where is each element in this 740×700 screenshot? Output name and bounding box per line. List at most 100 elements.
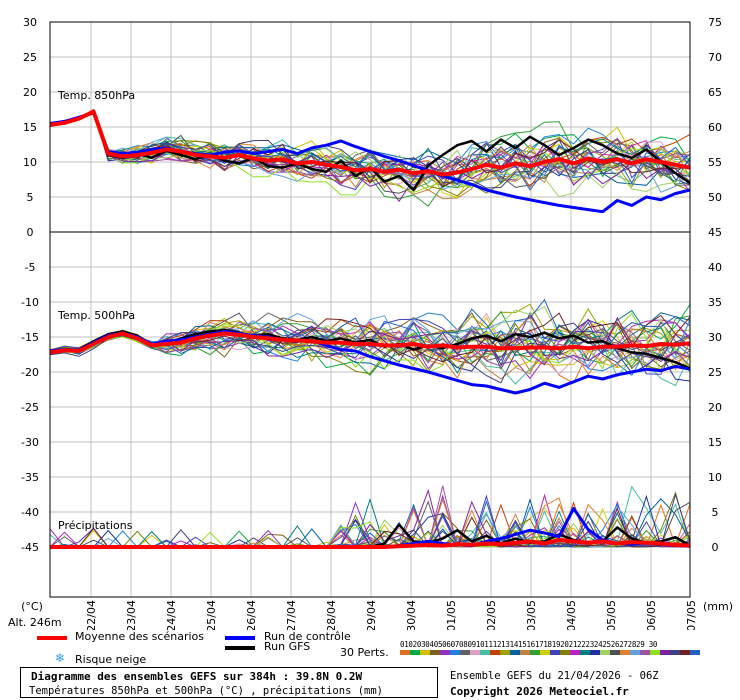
lower-right-tick-label: 25 <box>708 366 722 379</box>
perturbation-swatch <box>430 650 440 655</box>
perturbation-swatch <box>540 650 550 655</box>
chart-subtitle: Températures 850hPa et 500hPa (°C) , pré… <box>29 685 384 697</box>
perturbation-swatch <box>410 650 420 655</box>
perturbation-swatch <box>590 650 600 655</box>
right-unit-label: (mm) <box>703 600 733 613</box>
x-date-label: 24/04 <box>165 600 178 630</box>
upper-right-tick-label: 55 <box>708 156 722 169</box>
upper-right-tick-label: 70 <box>708 51 722 64</box>
perturbation-swatch <box>690 650 700 655</box>
perturbation-swatch <box>480 650 490 655</box>
perturbation-swatch <box>650 650 660 655</box>
info-box: Diagramme des ensembles GEFS sur 384h : … <box>20 667 438 698</box>
perturbation-swatch <box>440 650 450 655</box>
perturbation-swatch <box>470 650 480 655</box>
upper-left-tick-label: 15 <box>23 121 37 134</box>
member-850-line <box>49 110 690 188</box>
upper-right-tick-label: 45 <box>708 226 722 239</box>
lower-right-tick-label: 0 <box>712 541 719 554</box>
perturbation-swatch <box>560 650 570 655</box>
x-date-label: 07/05 <box>685 600 698 630</box>
perturbation-swatch <box>580 650 590 655</box>
lower-left-tick-label: -15 <box>21 331 39 344</box>
legend-mean-swatch <box>37 636 67 640</box>
mean-500-line <box>49 331 691 355</box>
x-date-label: 23/04 <box>125 600 138 630</box>
lower-panel-label: Temp. 500hPa <box>57 309 135 322</box>
upper-left-tick-label: 10 <box>23 156 37 169</box>
x-date-label: 27/04 <box>285 600 298 630</box>
upper-left-tick-label: 20 <box>23 86 37 99</box>
upper-left-tick-label: 30 <box>23 16 37 29</box>
x-date-label: 25/04 <box>205 600 218 630</box>
x-date-label: 22/04 <box>85 600 98 630</box>
perturbation-swatch <box>610 650 620 655</box>
legend-gfs-label: Run GFS <box>264 640 311 653</box>
x-date-label: 28/04 <box>325 600 338 630</box>
perturbations-label: 30 Perts. <box>340 646 389 659</box>
legend-gfs-swatch <box>225 646 255 650</box>
perturbation-swatch <box>620 650 630 655</box>
upper-left-tick-label: 0 <box>27 226 34 239</box>
perturbation-swatch <box>680 650 690 655</box>
mean-850-line <box>49 109 691 177</box>
lower-right-tick-label: 30 <box>708 331 722 344</box>
x-date-label: 26/04 <box>245 600 258 630</box>
perturbation-swatch <box>570 650 580 655</box>
mean-precip-line <box>50 538 691 549</box>
perturbation-swatch <box>640 650 650 655</box>
x-date-label: 06/05 <box>645 600 658 630</box>
perturbation-swatch <box>420 650 430 655</box>
lower-left-tick-label: -5 <box>25 261 36 274</box>
perturbation-swatch <box>520 650 530 655</box>
upper-left-tick-label: 5 <box>27 191 34 204</box>
left-unit-label: (°C) <box>21 600 43 613</box>
chart-title: Diagramme des ensembles GEFS sur 384h : … <box>31 670 363 683</box>
perturbation-swatch <box>460 650 470 655</box>
perturbation-swatch <box>530 650 540 655</box>
lower-right-tick-label: 35 <box>708 296 722 309</box>
x-date-label: 29/04 <box>365 600 378 630</box>
ensemble-run-info: Ensemble GEFS du 21/04/2026 - 06Z <box>450 670 659 682</box>
x-date-label: 01/05 <box>445 600 458 630</box>
member-850-line <box>49 111 691 203</box>
lower-right-tick-label: 5 <box>712 506 719 519</box>
lower-right-tick-label: 20 <box>708 401 722 414</box>
lower-left-tick-label: -40 <box>21 506 39 519</box>
perturbation-swatch <box>400 650 410 655</box>
perturbation-swatch <box>600 650 610 655</box>
snowflake-icon: ❄ <box>55 651 66 665</box>
upper-left-tick-label: 25 <box>23 51 37 64</box>
perturbation-swatch <box>660 650 670 655</box>
lower-left-tick-label: -20 <box>21 366 39 379</box>
legend-control-label: Run de contrôle <box>264 630 351 643</box>
copyright-text: Copyright 2026 Meteociel.fr <box>450 685 629 698</box>
lower-left-tick-label: -30 <box>21 436 39 449</box>
lower-panel-border <box>49 231 691 598</box>
upper-right-tick-label: 60 <box>708 121 722 134</box>
upper-right-tick-label: 75 <box>708 16 722 29</box>
perturbation-swatch <box>670 650 680 655</box>
x-date-label: 05/05 <box>605 600 618 630</box>
perturbation-numbers: 0102030405060708091011121314151617181920… <box>400 640 658 649</box>
perturbation-swatch <box>550 650 560 655</box>
lower-left-tick-label: -35 <box>21 471 39 484</box>
legend-snow-label: Risque neige <box>75 653 147 666</box>
upper-right-tick-label: 50 <box>708 191 722 204</box>
altitude-label: Alt. 246m <box>8 616 62 629</box>
perturbation-swatches <box>400 650 700 655</box>
lower-right-tick-label: 40 <box>708 261 722 274</box>
perturbation-swatch <box>500 650 510 655</box>
legend-control-swatch <box>225 636 255 640</box>
perturbation-swatch <box>450 650 460 655</box>
lower-left-tick-label: -10 <box>21 296 39 309</box>
perturbation-swatch <box>630 650 640 655</box>
upper-panel-label: Temp. 850hPa <box>57 89 135 102</box>
precip-panel-label: Précipitations <box>58 519 133 532</box>
member-850-line <box>49 111 691 194</box>
lower-left-tick-label: -25 <box>21 401 39 414</box>
chart-footer: Moyenne des scénarios Run de contrôle Ru… <box>0 630 740 700</box>
perturbation-swatch <box>510 650 520 655</box>
control-850-line <box>49 111 691 214</box>
